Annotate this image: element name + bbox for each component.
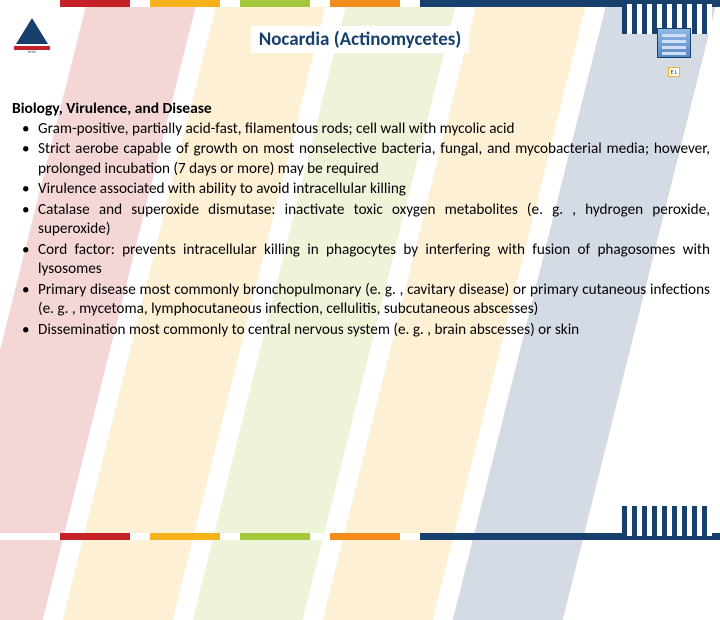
bottom-hatch-pattern bbox=[622, 506, 712, 536]
hospital-logo-icon: E L bbox=[646, 28, 702, 79]
bullet-item: Virulence associated with ability to avo… bbox=[12, 180, 710, 199]
bullet-item: Catalase and superoxide dismutase: inact… bbox=[12, 201, 710, 240]
bullet-item: Gram-positive, partially acid-fast, fila… bbox=[12, 120, 710, 139]
slide-title: Nocardia (Actinomycetes) bbox=[251, 26, 470, 53]
university-logo-icon: UNIV bbox=[14, 18, 50, 54]
accreditation-badge: E L bbox=[668, 67, 681, 77]
slide-header: Nocardia (Actinomycetes) bbox=[0, 0, 720, 53]
bullet-list: Gram-positive, partially acid-fast, fila… bbox=[12, 120, 710, 340]
top-color-bar bbox=[0, 0, 720, 7]
section-heading: Biology, Virulence, and Disease bbox=[12, 99, 710, 118]
bullet-item: Strict aerobe capable of growth on most … bbox=[12, 140, 710, 179]
bullet-item: Primary disease most commonly bronchopul… bbox=[12, 281, 710, 320]
bullet-item: Dissemination most commonly to central n… bbox=[12, 321, 710, 340]
bullet-item: Cord factor: prevents intracellular kill… bbox=[12, 241, 710, 280]
slide-content: Biology, Virulence, and Disease Gram-pos… bbox=[0, 53, 720, 340]
bottom-color-bar bbox=[0, 533, 720, 540]
